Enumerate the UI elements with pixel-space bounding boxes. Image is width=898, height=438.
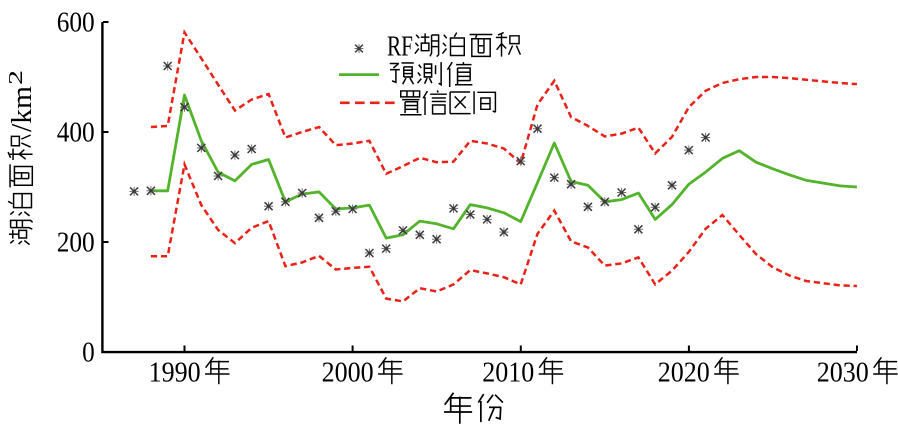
svg-text:RF: RF: [387, 31, 413, 63]
svg-text:200: 200: [57, 227, 95, 259]
svg-text:400: 400: [57, 117, 95, 149]
svg-text:2: 2: [5, 70, 27, 85]
svg-text:2030: 2030: [817, 357, 869, 389]
svg-text:1990: 1990: [149, 357, 201, 389]
svg-text:2010: 2010: [482, 357, 534, 389]
svg-text:2020: 2020: [658, 357, 710, 389]
svg-text:2000: 2000: [322, 357, 374, 389]
svg-text:600: 600: [57, 7, 95, 39]
svg-text:/km: /km: [7, 86, 38, 132]
svg-text:0: 0: [82, 337, 95, 369]
